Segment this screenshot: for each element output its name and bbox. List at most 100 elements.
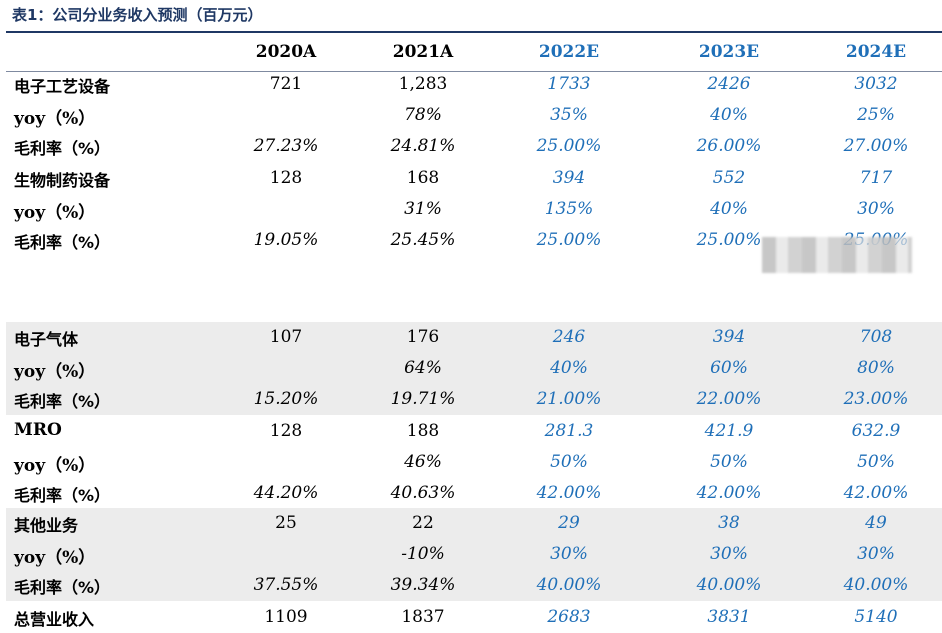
table-row: MRO 128 188 281.3 421.9 632.9 — [6, 416, 942, 447]
table-cell: 25% — [857, 105, 895, 125]
table-cell: 30% — [550, 544, 588, 564]
header-2023e: 2023E — [698, 42, 760, 62]
table-cell: 42.00% — [536, 483, 602, 503]
table-cell: 40% — [710, 199, 748, 219]
table-cell: 40.00% — [843, 575, 909, 595]
table-cell: 26.00% — [696, 136, 762, 156]
row-label: 其他业务 — [14, 516, 79, 535]
row-label: 电子气体 — [14, 330, 79, 349]
table-row: 电子工艺设备 721 1,283 1733 2426 3032 — [6, 69, 942, 100]
table-cell: 22.00% — [696, 389, 762, 409]
table-cell: 31% — [404, 199, 442, 219]
table-cell: 1109 — [264, 607, 308, 627]
table-cell: 60% — [710, 358, 748, 378]
table-cell: 42.00% — [696, 483, 762, 503]
table-row: 毛利率（%） 37.55% 39.34% 40.00% 40.00% 40.00% — [6, 570, 942, 601]
table-row: 毛利率（%） 15.20% 19.71% 21.00% 22.00% 23.00% — [6, 384, 942, 415]
table-cell: 35% — [550, 105, 588, 125]
table-cell: 2683 — [547, 607, 591, 627]
table-row: yoy（%） 78% 35% 40% 25% — [6, 100, 942, 131]
table-cell: 168 — [406, 168, 440, 188]
table-cell: 40.00% — [536, 575, 602, 595]
table-cell: 394 — [552, 168, 586, 188]
table-cell: 19.05% — [253, 230, 319, 250]
table-row: yoy（%） 31% 135% 40% 30% — [6, 194, 942, 225]
table-row: 电子气体 107 176 246 394 708 — [6, 322, 942, 353]
row-label: 毛利率（%） — [14, 486, 111, 505]
table-cell: 46% — [404, 452, 442, 472]
table-cell: 394 — [712, 327, 746, 347]
table-cell: 632.9 — [851, 421, 901, 441]
table-row: yoy（%） 64% 40% 60% 80% — [6, 353, 942, 384]
table-cell: 25.00% — [536, 136, 602, 156]
table-cell: 30% — [710, 544, 748, 564]
table-cell: 40% — [550, 358, 588, 378]
table-cell: 135% — [544, 199, 594, 219]
table-cell: 421.9 — [704, 421, 754, 441]
row-label: yoy（%） — [14, 362, 96, 382]
table-row: yoy（%） 46% 50% 50% 50% — [6, 447, 942, 478]
row-label: 毛利率（%） — [14, 578, 111, 597]
table-cell: 1,283 — [398, 74, 448, 94]
row-label: MRO — [14, 420, 62, 440]
table-cell: 40.63% — [390, 483, 456, 503]
watermark-blur — [762, 237, 912, 273]
table-cell: 717 — [859, 168, 893, 188]
table-cell: 281.3 — [544, 421, 594, 441]
table-cell: 552 — [712, 168, 746, 188]
row-label: yoy（%） — [14, 109, 96, 129]
row-label: 毛利率（%） — [14, 233, 111, 252]
table-cell: 25 — [275, 513, 297, 533]
table-header: 2020A 2021A 2022E 2023E 2024E — [6, 33, 942, 72]
header-2020a: 2020A — [255, 42, 317, 62]
table-cell: 2426 — [707, 74, 751, 94]
table-cell: 22 — [412, 513, 434, 533]
table-cell: 176 — [406, 327, 440, 347]
header-2022e: 2022E — [538, 42, 600, 62]
table-cell: 80% — [857, 358, 895, 378]
row-label: 电子工艺设备 — [14, 77, 111, 96]
table-row: 毛利率（%） 27.23% 24.81% 25.00% 26.00% 27.00% — [6, 131, 942, 162]
header-2024e: 2024E — [845, 42, 907, 62]
row-label: 生物制药设备 — [14, 171, 111, 190]
table-cell: 50% — [550, 452, 588, 472]
row-label: 毛利率（%） — [14, 139, 111, 158]
table-cell: 128 — [269, 421, 303, 441]
table-cell: 27.23% — [253, 136, 319, 156]
table-cell: 78% — [404, 105, 442, 125]
table-cell: 1733 — [547, 74, 591, 94]
table-cell: 721 — [269, 74, 303, 94]
table-cell: 708 — [859, 327, 893, 347]
table-cell: 42.00% — [843, 483, 909, 503]
top-rule — [6, 31, 942, 33]
table-row: 毛利率（%） 44.20% 40.63% 42.00% 42.00% 42.00% — [6, 478, 942, 509]
table-cell: 25.45% — [390, 230, 456, 250]
table-cell: 3032 — [854, 74, 898, 94]
row-label: yoy（%） — [14, 203, 96, 223]
table-cell: 37.55% — [253, 575, 319, 595]
table-cell: 188 — [406, 421, 440, 441]
table-cell: 107 — [269, 327, 303, 347]
header-2021a: 2021A — [392, 42, 454, 62]
row-group: 电子工艺设备 721 1,283 1733 2426 3032 yoy（%） 78% 35% 40… — [6, 69, 942, 162]
table-cell: 21.00% — [536, 389, 602, 409]
table-cell: 30% — [857, 544, 895, 564]
table-cell: 39.34% — [390, 575, 456, 595]
row-label: yoy（%） — [14, 548, 96, 568]
table-row: 生物制药设备 128 168 394 552 717 — [6, 163, 942, 194]
table-cell: 15.20% — [253, 389, 319, 409]
table-cell: 25.00% — [696, 230, 762, 250]
row-group: 生物制药设备 128 168 394 552 717 yoy（%） 31% 135% 40% 30%… — [6, 163, 942, 256]
table-cell: 49 — [865, 513, 887, 533]
table-cell: 27.00% — [843, 136, 909, 156]
row-label: yoy（%） — [14, 456, 96, 476]
table-caption: 表1：公司分业务收入预测（百万元） — [12, 6, 263, 24]
table-row: 其他业务 25 22 29 38 49 — [6, 508, 942, 539]
table-cell: 23.00% — [843, 389, 909, 409]
table-cell: 40.00% — [696, 575, 762, 595]
row-group: 总营业收入 1109 1837 2683 3831 5140 — [6, 602, 942, 633]
table-cell: 3831 — [707, 607, 751, 627]
table-cell: 50% — [857, 452, 895, 472]
table-cell: 64% — [404, 358, 442, 378]
table-cell: -10% — [401, 544, 445, 564]
